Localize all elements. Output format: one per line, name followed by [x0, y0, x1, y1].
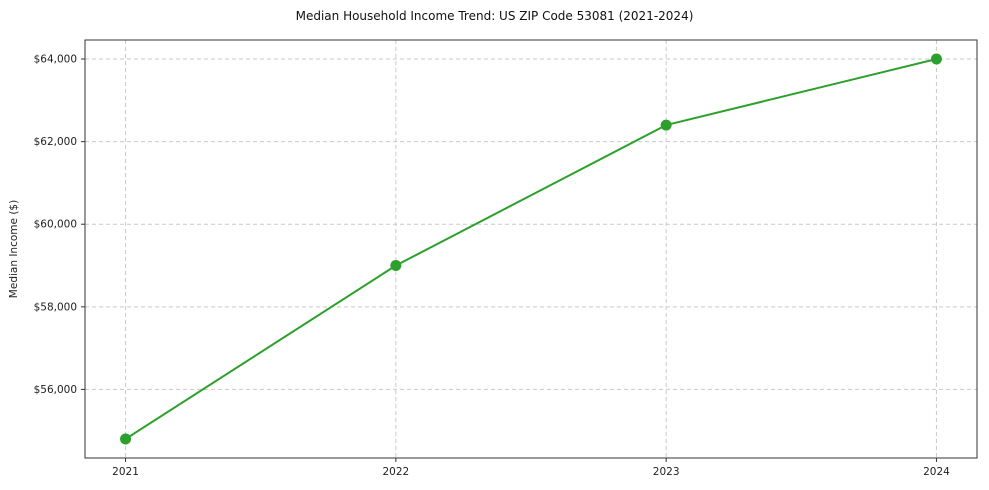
x-tick-label: 2024 — [923, 466, 950, 478]
y-tick-label: $58,000 — [34, 301, 77, 313]
chart-title: Median Household Income Trend: US ZIP Co… — [295, 9, 694, 23]
y-tick-label: $56,000 — [34, 384, 77, 396]
y-axis-label: Median Income ($) — [8, 200, 20, 298]
x-tick-label: 2023 — [653, 466, 680, 478]
data-point-marker — [390, 260, 402, 272]
data-point-marker — [120, 433, 132, 445]
x-tick-label: 2022 — [382, 466, 409, 478]
x-tick-label: 2021 — [112, 466, 139, 478]
trend-line — [124, 58, 938, 440]
y-tick-label: $62,000 — [34, 136, 77, 148]
plot-border — [84, 39, 978, 459]
y-tick-label: $60,000 — [34, 219, 77, 231]
y-tick-label: $64,000 — [34, 54, 77, 66]
data-point-marker — [660, 119, 672, 131]
data-point-marker — [930, 53, 942, 65]
